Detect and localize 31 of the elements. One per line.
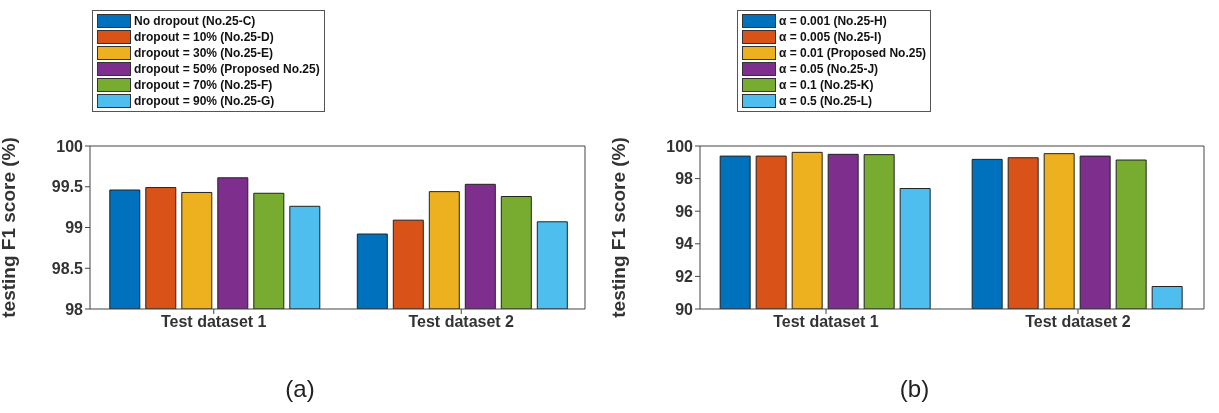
y-tick-label: 98.5: [51, 259, 84, 277]
y-axis-title: testing F1 score (%): [607, 137, 629, 318]
legend-label: dropout = 90% (No.25-G): [134, 94, 275, 108]
y-tick-label: 98: [675, 170, 694, 188]
legend-label: α = 0.05 (No.25-J): [779, 62, 879, 76]
legend-label: α = 0.005 (No.25-I): [779, 30, 882, 44]
y-tick-label: 100: [56, 137, 84, 155]
legend-label: dropout = 10% (No.25-D): [134, 30, 274, 44]
legend-label: α = 0.001 (No.25-H): [779, 14, 887, 28]
x-tick-label: Test dataset 1: [160, 313, 267, 331]
y-tick-label: 92: [675, 268, 694, 286]
x-tick-label: Test dataset 2: [1025, 313, 1131, 331]
legend-label: α = 0.01 (Proposed No.25): [779, 46, 927, 60]
x-tick-label: Test dataset 1: [773, 313, 879, 331]
legend-label: α = 0.1 (No.25-K): [779, 78, 874, 92]
text: (a): [284, 375, 316, 403]
y-tick-label: 96: [675, 202, 694, 220]
legend-label: dropout = 70% (No.25-F): [134, 78, 273, 92]
y-tick-label: 99: [65, 219, 84, 237]
x-tick-label: Test dataset 2: [408, 313, 515, 331]
legend-label: α = 0.5 (No.25-L): [779, 94, 873, 108]
y-tick-label: 100: [666, 137, 694, 155]
legend-label: dropout = 50% (Proposed No.25): [134, 62, 320, 76]
y-axis-title: testing F1 score (%): [0, 137, 19, 318]
legend-label: dropout = 30% (No.25-E): [134, 46, 274, 60]
y-tick-label: 90: [675, 300, 694, 318]
y-tick-label: 98: [65, 300, 84, 318]
text: (b): [898, 375, 931, 403]
legend-label: No dropout (No.25-C): [134, 14, 256, 28]
y-tick-label: 94: [675, 235, 694, 253]
y-tick-label: 99.5: [51, 178, 84, 196]
